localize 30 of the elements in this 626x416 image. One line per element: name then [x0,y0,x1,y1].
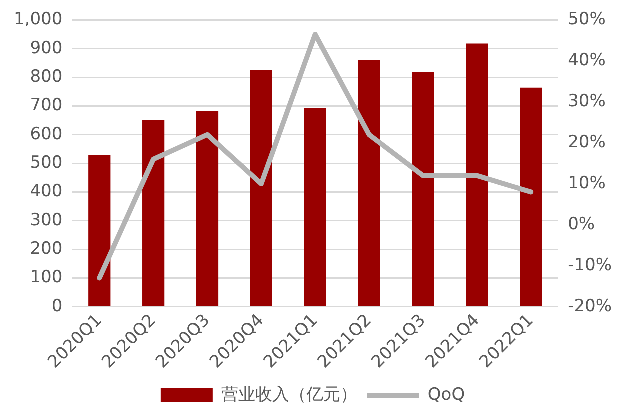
bar [412,72,434,306]
bar [520,88,542,306]
legend-label: 营业收入（亿元） [221,384,358,405]
y-tick-label: 600 [30,124,63,144]
y2-tick-label: 20% [568,132,606,152]
y2-tick-label: 40% [568,50,606,71]
legend-label: QoQ [428,384,466,405]
y-tick-label: 1,000 [14,10,63,30]
bar [142,120,165,306]
bar [466,44,488,306]
y2-tick-label: -20% [568,296,612,316]
y-tick-label: 700 [30,96,63,116]
bar [196,111,219,306]
y2-tick-label: -10% [568,255,612,276]
y2-tick-label: 0% [568,214,596,234]
y2-tick-label: 10% [568,173,606,194]
bar [358,60,380,306]
y-tick-label: 200 [30,238,63,259]
bar [304,108,326,306]
y2-tick-label: 30% [568,92,606,112]
y-tick-label: 800 [30,66,63,87]
y-tick-label: 300 [30,210,63,230]
y2-tick-label: 50% [568,10,606,30]
y-tick-label: 0 [52,296,63,316]
y-tick-label: 100 [30,268,63,288]
bar [88,156,111,306]
y-tick-label: 400 [30,182,63,202]
y-tick-label: 900 [30,38,63,58]
y-tick-label: 500 [30,152,63,173]
bar [250,70,272,306]
